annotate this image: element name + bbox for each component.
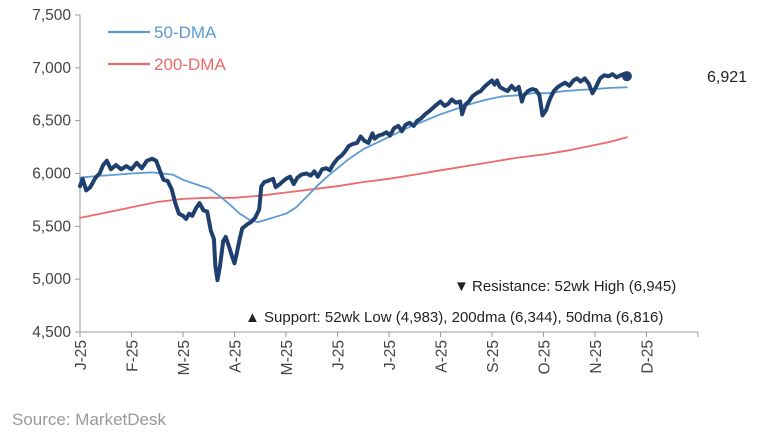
annotations: ▼ Resistance: 52wk High (6,945) ▲ Suppor…	[245, 278, 676, 326]
source-note: Source: MarketDesk	[12, 410, 166, 429]
x-tick-label: J-25	[73, 340, 90, 370]
legend-label-200dma: 200-DMA	[154, 55, 226, 74]
x-tick-label: A-25	[434, 340, 451, 373]
resistance-marker: ▼	[454, 278, 469, 295]
legend-label-50dma: 50-DMA	[154, 23, 217, 42]
last-value-marker	[621, 71, 632, 82]
x-axis: J-25 F-25 M-25 A-25 M-25 J-25 J-25 A-25 S-25 O-25…	[73, 331, 699, 375]
resistance-annotation: Resistance: 52wk High (6,945)	[472, 278, 676, 295]
x-tick-label: S-25	[485, 340, 502, 373]
support-annotation: Support: 52wk Low (4,983), 200dma (6,344…	[264, 309, 663, 326]
y-tick-label: 4,500	[32, 324, 71, 341]
series-line-s-p-500	[78, 71, 629, 283]
x-tick-label: N-25	[588, 340, 605, 374]
x-tick-label: A-25	[228, 340, 245, 373]
y-tick-label: 6,500	[32, 113, 71, 130]
last-value-group: 6,921	[621, 69, 747, 86]
x-tick-label: J-25	[382, 340, 399, 370]
y-tick-label: 7,500	[32, 7, 71, 24]
y-tick-label: 5,500	[32, 218, 71, 235]
y-axis: 7,500 7,000 6,500 6,000 5,500 5,000 4,500	[32, 7, 81, 341]
last-value-label: 6,921	[707, 69, 747, 86]
x-tick-label: O-25	[537, 340, 554, 374]
y-tick-label: 5,000	[32, 271, 71, 288]
support-marker: ▲	[245, 309, 260, 326]
x-tick-label: D-25	[640, 340, 657, 374]
chart-svg: 7,500 7,000 6,500 6,000 5,500 5,000 4,500 J-25…	[32, 7, 747, 375]
y-tick-label: 7,000	[32, 60, 71, 77]
legend: 50-DMA 200-DMA	[108, 23, 226, 74]
y-tick-label: 6,000	[32, 166, 71, 183]
x-tick-label: M-25	[176, 340, 193, 375]
x-tick-label: M-25	[279, 340, 296, 375]
series-group	[78, 71, 629, 283]
x-tick-label: J-25	[331, 340, 348, 370]
x-tick-label: F-25	[125, 340, 142, 372]
